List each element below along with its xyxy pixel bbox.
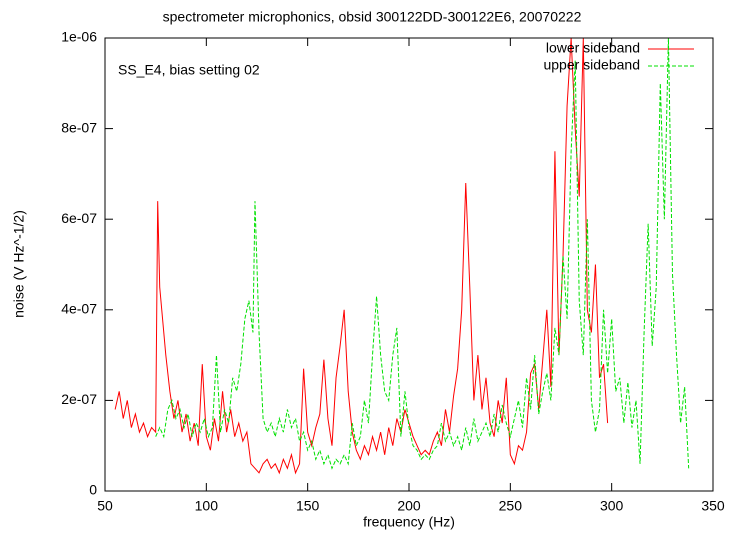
annotation: SS_E4, bias setting 02 <box>118 62 260 78</box>
series-line <box>114 38 609 475</box>
y-tick-label: 2e-07 <box>61 391 97 407</box>
y-tick-label: 1e-06 <box>61 29 97 45</box>
x-tick-label: 100 <box>195 498 219 514</box>
y-tick-label: 0 <box>89 482 97 498</box>
y-tick-label: 4e-07 <box>61 301 97 317</box>
x-tick-label: 350 <box>701 498 725 514</box>
legend-label: upper sideband <box>543 57 640 73</box>
plot-frame <box>104 37 714 492</box>
x-tick-label: 300 <box>600 498 624 514</box>
x-tick-label: 150 <box>296 498 320 514</box>
y-tick-label: 6e-07 <box>61 210 97 226</box>
y-axis-label: noise (V Hz^-1/2) <box>11 210 27 318</box>
x-tick-label: 200 <box>397 498 421 514</box>
y-tick-label: 8e-07 <box>61 119 97 135</box>
x-tick-label: 250 <box>499 498 523 514</box>
x-axis-label: frequency (Hz) <box>363 514 455 530</box>
x-tick-label: 50 <box>97 498 113 514</box>
legend-label: lower sideband <box>546 40 640 56</box>
series-line <box>155 38 690 470</box>
chart-title: spectrometer microphonics, obsid 300122D… <box>163 9 582 25</box>
